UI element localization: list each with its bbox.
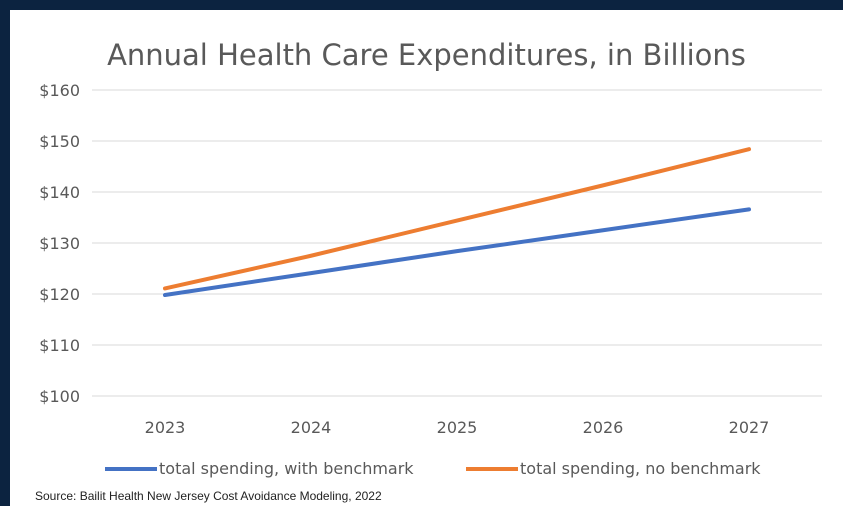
legend-swatch-with-benchmark [105,466,157,471]
y-tick-label: $140 [39,183,80,202]
chart-title: Annual Health Care Expenditures, in Bill… [107,38,746,72]
source-note: Source: Bailit Health New Jersey Cost Av… [35,489,382,503]
legend-item-with-benchmark: total spending, with benchmark [105,459,414,478]
x-tick-label: 2023 [145,418,186,437]
legend-swatch-no-benchmark [466,466,518,471]
series-line-1 [163,147,751,291]
line-chart: $100$110$120$130$140$150$160 2023 2024 202… [39,81,822,437]
y-tick-label: $110 [39,336,80,355]
x-tick-label: 2024 [291,418,332,437]
y-tick-label: $160 [39,81,80,100]
series-lines [163,147,751,298]
legend-item-no-benchmark: total spending, no benchmark [466,459,761,478]
x-tick-label: 2026 [583,418,624,437]
chart-frame: Annual Health Care Expenditures, in Bill… [10,10,843,506]
x-axis-ticks: 2023 2024 2025 2026 2027 [145,418,770,437]
y-tick-label: $120 [39,285,80,304]
y-tick-label: $130 [39,234,80,253]
y-axis-ticks: $100 $110 $120 $130 $140 $150 $160 [39,81,80,406]
x-tick-label: 2027 [729,418,770,437]
legend-label-no-benchmark: total spending, no benchmark [520,459,761,478]
legend-label-with-benchmark: total spending, with benchmark [159,459,414,478]
y-tick-label: $100 [39,387,80,406]
x-tick-label: 2025 [437,418,478,437]
y-tick-label: $150 [39,132,80,151]
gridlines [92,89,822,397]
